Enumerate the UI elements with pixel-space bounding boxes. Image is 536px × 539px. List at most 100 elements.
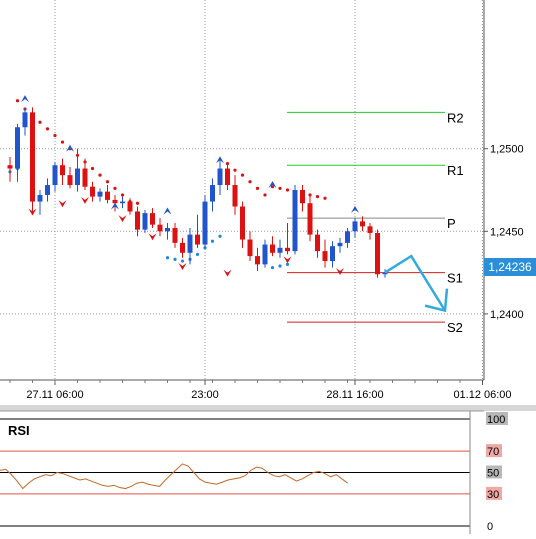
fractal-down-marker: [223, 269, 232, 277]
candle-body: [187, 234, 193, 253]
candle: [172, 223, 178, 248]
candle-body: [337, 242, 343, 247]
candle-body: [37, 194, 43, 202]
trailing-stop-dot: [278, 186, 282, 190]
fractal-down-marker: [81, 196, 89, 204]
trailing-stop-dot: [38, 120, 42, 124]
candle: [82, 158, 88, 190]
rsi-tick-label: 100: [487, 414, 505, 426]
candle: [292, 185, 298, 255]
candle: [75, 148, 80, 192]
candle: [225, 161, 230, 190]
pivot-label-s1: S1: [447, 271, 463, 286]
rsi-tick-label: 50: [487, 468, 499, 480]
current-price-tag: 1,24236: [484, 258, 536, 276]
trailing-stop-dot: [255, 186, 260, 190]
candle-body: [195, 234, 200, 245]
fractal-up-marker: [216, 156, 224, 164]
candle-body: [375, 232, 380, 275]
fractal-up-marker: [351, 205, 359, 213]
candle-body: [30, 112, 35, 202]
candle: [307, 196, 313, 242]
candle: [232, 175, 238, 215]
candle-body: [135, 211, 140, 230]
candle: [7, 156, 13, 182]
fractal-down-marker: [118, 215, 127, 223]
trailing-stop-dot: [240, 173, 245, 177]
trailing-stop-dot: [233, 168, 237, 172]
trailing-stop-dot: [105, 180, 110, 184]
fractal-down-marker: [28, 208, 37, 216]
trailing-stop-dot: [248, 180, 252, 184]
trailing-stop-dot-lower: [270, 266, 275, 270]
candle-body: [292, 190, 298, 252]
candle-body: [105, 191, 110, 200]
candle-body: [270, 244, 275, 253]
candle-body: [7, 165, 13, 169]
fractal-down-marker: [178, 263, 187, 270]
fractal-down-marker: [283, 256, 292, 264]
rsi-axis-ticks: 100 70 50 30 0: [486, 412, 508, 533]
candle-body: [255, 256, 260, 265]
candle: [120, 196, 125, 209]
forecast-arrow-path: [384, 254, 447, 312]
fractal-up-marker: [111, 202, 119, 210]
pivot-label-s2: S2: [447, 320, 463, 335]
candle: [367, 223, 373, 240]
candle: [127, 198, 133, 215]
candle-body: [382, 272, 388, 275]
rsi-tick-tag: [486, 444, 502, 458]
candle: [97, 188, 103, 202]
candle-body: [120, 201, 125, 204]
rsi-panel[interactable]: 100 70 50 30 0 RSI: [0, 410, 508, 534]
candle-body: [90, 186, 95, 197]
candle-body: [277, 247, 283, 253]
trailing-stop-dot: [53, 133, 57, 138]
candle-body: [67, 175, 73, 186]
fractal-up-marker: [21, 95, 29, 103]
candle: [150, 208, 155, 228]
candle-body: [225, 168, 230, 186]
candle-body: [217, 168, 223, 186]
candle: [37, 190, 43, 215]
candle: [210, 178, 215, 212]
candle-body: [142, 213, 148, 230]
time-axis-ticks: 27.11 06:00 23:00 28.11 16:00 01.12 06:00: [9, 380, 512, 401]
price-tick-label: 1,2450: [490, 226, 524, 238]
current-price-label: 1,24236: [488, 260, 532, 274]
trailing-stop-dot-lower: [285, 262, 290, 266]
price-axis-ticks: 1,2500 1,2450 1,2400: [484, 144, 524, 321]
candle: [187, 228, 193, 265]
forecast-arrow-head: [424, 288, 449, 313]
candle-body: [165, 228, 170, 232]
trailing-stop-dots: [8, 99, 327, 270]
price-tick-label: 1,2500: [490, 144, 524, 156]
candle: [375, 229, 380, 278]
candle-body: [60, 165, 65, 176]
trailing-stop-dot: [45, 127, 50, 131]
trailing-stop-dot-lower: [218, 234, 222, 238]
candle-body: [75, 168, 80, 186]
candle-body: [285, 247, 290, 252]
candle-body: [22, 112, 28, 128]
candle-body: [97, 191, 103, 197]
candle: [247, 231, 253, 262]
candle: [195, 214, 200, 248]
time-tick-label: 28.11 16:00: [326, 389, 383, 401]
trailing-stop-dot: [285, 188, 290, 192]
price-chart-panel[interactable]: R2 R1 P S1 S2 1,2500 1,2450 1,2400 1,24236 27.…: [0, 0, 536, 401]
candle: [217, 160, 223, 195]
candle: [202, 194, 208, 248]
trailing-stop-dot: [98, 173, 102, 177]
candle-body: [315, 234, 320, 252]
candle-body: [202, 201, 208, 245]
candle: [52, 161, 58, 192]
pivot-label-p: P: [447, 216, 456, 231]
trailing-stop-dot-lower: [195, 252, 200, 257]
candle: [22, 107, 28, 136]
candlestick-series: [7, 107, 388, 278]
candle: [30, 107, 35, 212]
candle-body: [150, 213, 155, 225]
